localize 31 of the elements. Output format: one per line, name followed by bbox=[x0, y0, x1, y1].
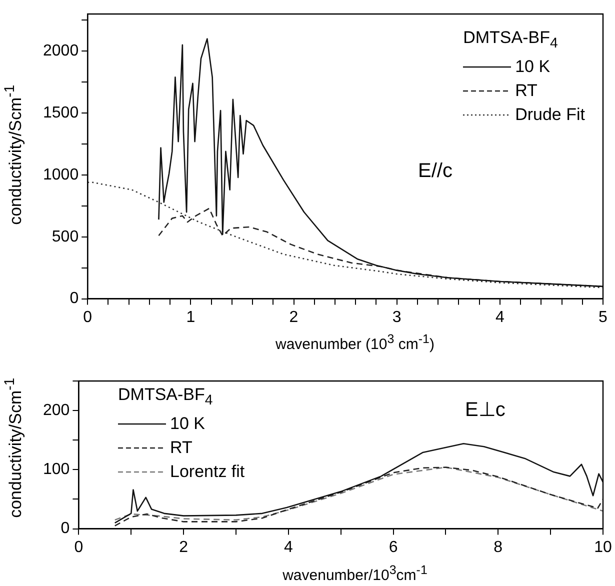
x-tick-label: 3 bbox=[392, 308, 402, 326]
legend-label: 10 K bbox=[170, 413, 205, 436]
x-tick-label: 6 bbox=[388, 538, 398, 556]
y-tick-label: 1000 bbox=[43, 166, 79, 184]
x-tick-label: 8 bbox=[494, 538, 503, 556]
y-tick-label: 0 bbox=[70, 290, 79, 308]
y-tick-label: 1500 bbox=[43, 104, 79, 122]
legend-label: RT bbox=[515, 80, 538, 102]
legend-title: DMTSA-BF$_{4}$ bbox=[463, 27, 559, 54]
annotation: E//c bbox=[418, 160, 452, 183]
x-tick-label: 10 bbox=[594, 538, 612, 556]
x-tick-label: 2 bbox=[289, 308, 298, 326]
x-tick-label: 2 bbox=[179, 538, 188, 556]
x-tick-label: 0 bbox=[83, 308, 92, 326]
x-tick-label: 1 bbox=[186, 308, 196, 326]
legend-label: RT bbox=[170, 437, 192, 460]
legend-title: DMTSA-BF$_{4}$ bbox=[118, 384, 214, 410]
y-tick-label: 200 bbox=[42, 402, 70, 419]
y-tick-label: 100 bbox=[42, 461, 70, 478]
legend-label: Lorentz fit bbox=[170, 461, 245, 484]
legend-label: 10 K bbox=[515, 56, 550, 78]
x-axis-title: wavenumber/10$^{3}$cm$^{-1}$ bbox=[282, 563, 428, 584]
x-tick-label: 4 bbox=[495, 308, 504, 326]
annotation: E⊥c bbox=[465, 398, 506, 422]
y-tick-label: 500 bbox=[52, 228, 79, 246]
y-tick-label: 0 bbox=[60, 520, 70, 538]
x-axis-title: wavenumber (10$^{3}$ cm$^{-1}$) bbox=[274, 332, 436, 353]
x-tick-label: 5 bbox=[598, 308, 608, 326]
y-tick-label: 2000 bbox=[43, 42, 79, 60]
x-tick-label: 4 bbox=[284, 538, 293, 556]
legend-label: Drude Fit bbox=[515, 104, 585, 126]
